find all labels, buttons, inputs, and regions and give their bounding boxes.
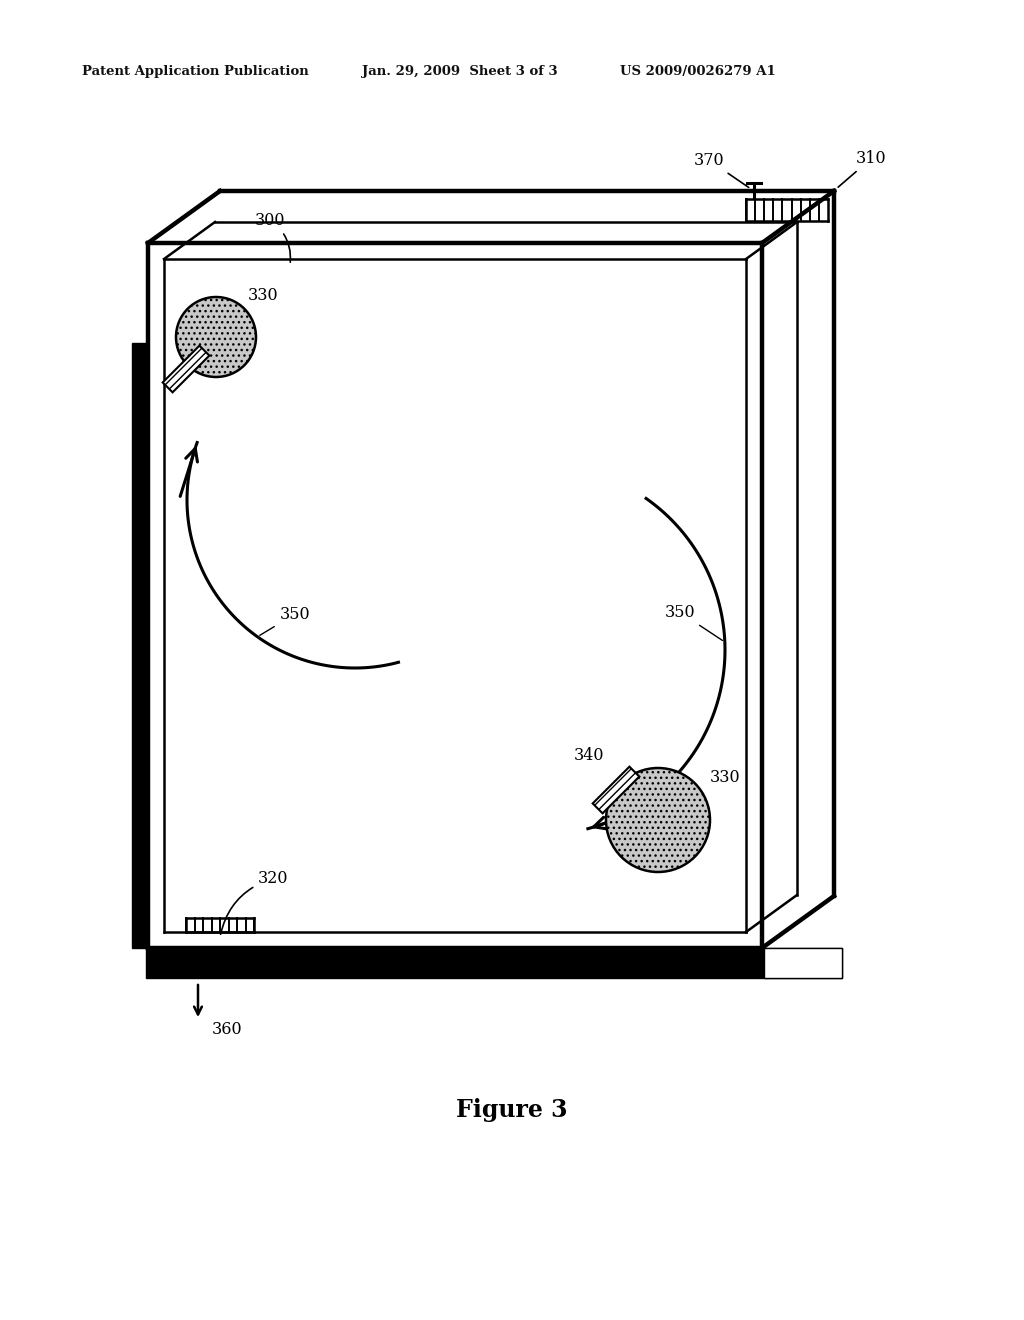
Text: 330: 330 [710,770,740,787]
Text: 340: 340 [204,333,234,350]
Polygon shape [764,948,842,978]
Text: Patent Application Publication: Patent Application Publication [82,66,309,78]
Text: 330: 330 [248,286,279,304]
Circle shape [606,768,710,873]
Polygon shape [593,767,639,813]
Text: Jan. 29, 2009  Sheet 3 of 3: Jan. 29, 2009 Sheet 3 of 3 [362,66,558,78]
Text: Figure 3: Figure 3 [457,1098,567,1122]
Text: 320: 320 [220,870,289,935]
Circle shape [176,297,256,378]
Text: 300: 300 [255,213,291,263]
Text: 350: 350 [665,605,723,640]
Polygon shape [132,343,146,948]
Text: 310: 310 [838,150,887,187]
Text: 360: 360 [212,1022,243,1039]
Polygon shape [146,948,842,978]
Polygon shape [163,346,209,392]
Text: US 2009/0026279 A1: US 2009/0026279 A1 [620,66,776,78]
Text: 350: 350 [260,606,310,635]
Text: 370: 370 [694,152,749,187]
Text: 340: 340 [574,747,604,763]
